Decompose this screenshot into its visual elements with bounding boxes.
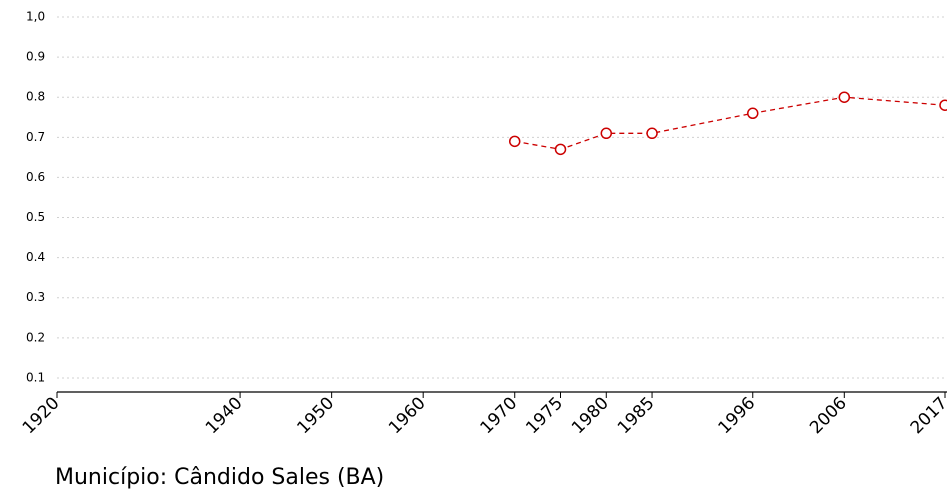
x-tick-label: 1975 — [522, 393, 567, 438]
data-point — [939, 99, 947, 111]
y-tick-label: 0.5 — [26, 210, 45, 224]
data-point — [646, 127, 658, 140]
y-tick-label: 0.7 — [26, 130, 45, 144]
y-tick-label: 0.3 — [26, 290, 45, 304]
data-point — [508, 135, 521, 148]
x-tick-label: 1940 — [202, 393, 247, 438]
y-tick-label: 0.9 — [26, 50, 45, 64]
y-tick-label: 0.8 — [26, 90, 45, 104]
x-tick-label: 1960 — [385, 393, 430, 438]
y-tick-label: 0.4 — [26, 250, 45, 264]
x-tick-label: 2017 — [907, 393, 947, 438]
x-tick-label: 1996 — [715, 393, 760, 438]
data-point — [838, 91, 851, 103]
x-tick-label: 1920 — [19, 393, 64, 438]
y-tick-label: 0.1 — [26, 370, 45, 384]
data-point — [747, 107, 759, 120]
chart-title: Município: Cândido Sales (BA) — [55, 465, 384, 490]
series-line — [514, 96, 946, 151]
y-tick-label: 0.6 — [26, 170, 45, 184]
y-tick-label: 0.2 — [26, 330, 45, 344]
y-tick-label: 1,0 — [26, 10, 45, 24]
x-tick-label: 1985 — [614, 393, 659, 438]
data-point — [600, 127, 613, 140]
x-tick-label: 2006 — [806, 393, 851, 438]
data-point — [554, 143, 567, 156]
x-tick-label: 1980 — [568, 393, 613, 438]
x-tick-label: 1950 — [293, 393, 338, 438]
x-tick-label: 1970 — [477, 393, 522, 438]
